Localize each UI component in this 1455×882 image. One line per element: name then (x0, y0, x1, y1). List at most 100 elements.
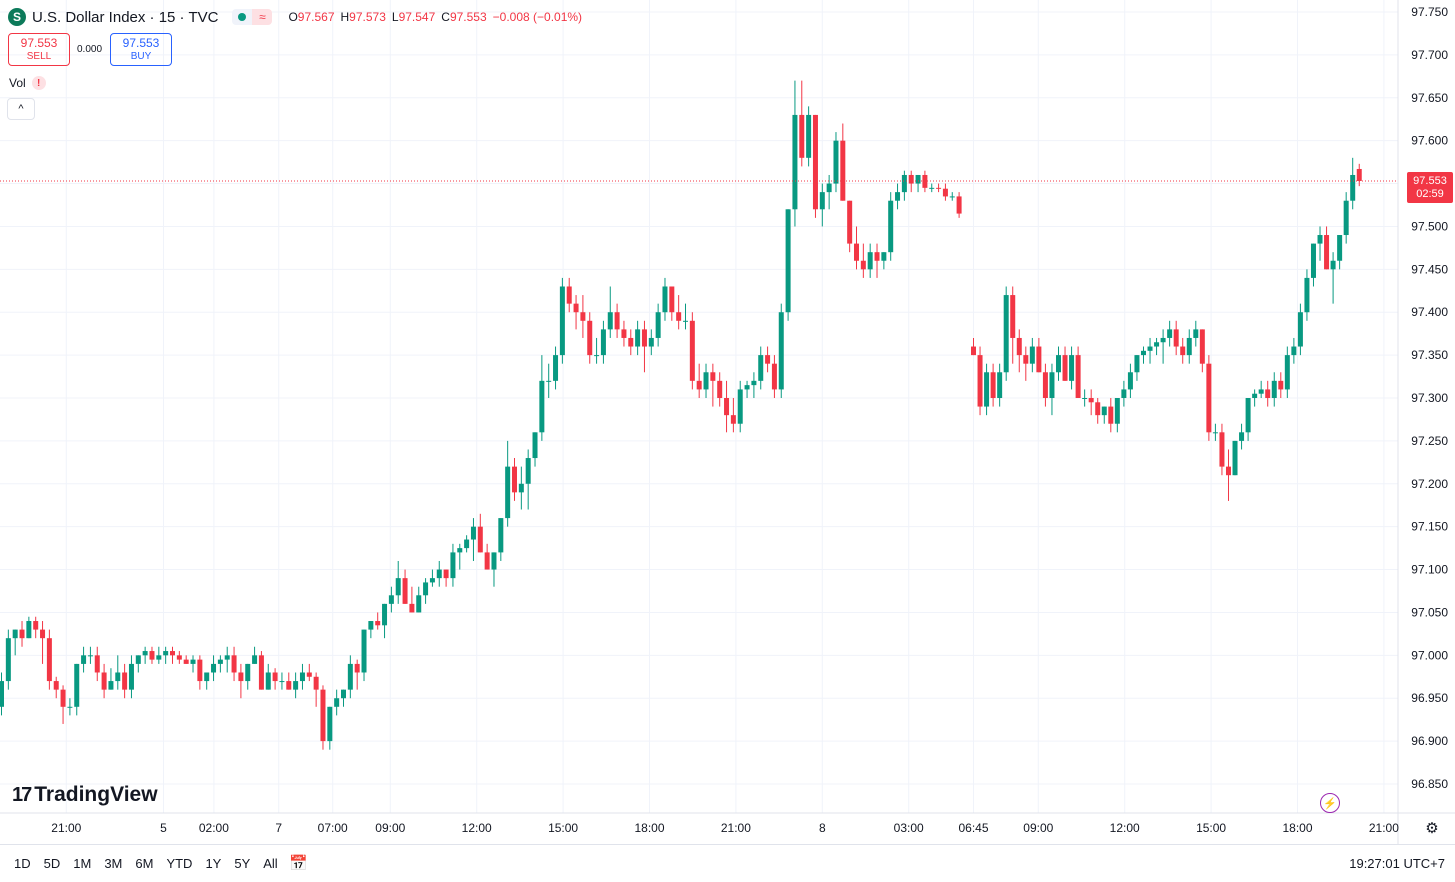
sell-button[interactable]: 97.553 SELL (8, 33, 70, 66)
range-all[interactable]: All (263, 856, 278, 871)
range-5d[interactable]: 5D (43, 856, 61, 871)
logo-mark: 17 (12, 783, 32, 806)
candle-body (299, 672, 305, 682)
time-tick-label: 12:00 (1110, 821, 1140, 835)
buy-button[interactable]: 97.553 BUY (110, 33, 172, 66)
price-tick-label: 97.500 (1411, 219, 1448, 233)
candle-body (1003, 295, 1009, 373)
candle-body (860, 260, 866, 270)
candle-body (539, 380, 545, 433)
candle-body (1304, 277, 1310, 313)
price-tick-label: 96.850 (1411, 777, 1448, 791)
candle-body (1271, 380, 1277, 398)
candle-body (12, 629, 18, 639)
goto-date-icon[interactable]: 📅 (289, 855, 308, 872)
candle (1095, 398, 1101, 424)
candle-body (867, 252, 873, 270)
candle (498, 518, 504, 561)
candle (990, 363, 996, 407)
candle-body (1049, 372, 1055, 398)
candle-body (19, 629, 25, 639)
candle (792, 80, 798, 227)
symbol-title[interactable]: U.S. Dollar Index · 15 · TVC (32, 8, 219, 26)
candle-body (765, 355, 771, 364)
candle-body (1278, 380, 1284, 390)
candle (1324, 226, 1330, 270)
candle-body (662, 286, 668, 313)
candle (895, 183, 901, 210)
candle (245, 663, 251, 690)
candle-body (450, 552, 456, 579)
candle (1219, 423, 1225, 476)
candle (491, 552, 497, 587)
candle (60, 685, 66, 724)
settings-icon[interactable]: ⚙ (1425, 820, 1439, 837)
candle-body (40, 629, 46, 639)
bar-countdown: 02:59 (1416, 187, 1444, 200)
candle-body (245, 663, 251, 682)
candle-body (942, 188, 948, 197)
candle (778, 303, 784, 398)
candle-body (710, 372, 716, 381)
candle-body (163, 651, 169, 656)
candle-body (1036, 346, 1042, 373)
candle (286, 672, 292, 690)
price-tick-label: 97.350 (1411, 348, 1448, 362)
candle-body (819, 192, 825, 210)
candle (929, 183, 935, 193)
candle-body (1055, 355, 1061, 373)
candle-body (737, 389, 743, 424)
candle (971, 337, 976, 356)
candle-body (1088, 398, 1094, 403)
candle (368, 621, 374, 639)
range-1m[interactable]: 1M (73, 856, 92, 871)
market-status[interactable] (232, 9, 253, 25)
lightning-icon[interactable]: ⚡ (1320, 793, 1340, 813)
candle (74, 663, 80, 716)
candle-body (402, 578, 408, 604)
wave-icon[interactable]: ≈ (252, 9, 273, 25)
time-tick-label: 02:00 (199, 821, 229, 835)
clock[interactable]: 19:27:01 UTC+7 (1349, 856, 1445, 871)
warning-icon[interactable]: ! (31, 76, 46, 90)
range-1d[interactable]: 1D (14, 856, 31, 871)
candle-body (799, 114, 805, 158)
candle-body (67, 706, 73, 708)
candle-body (929, 187, 935, 189)
candle (0, 672, 4, 716)
range-5y[interactable]: 5Y (234, 856, 251, 871)
candle-body (211, 663, 217, 673)
range-6m[interactable]: 6M (135, 856, 154, 871)
tradingview-logo[interactable]: 17 TradingView (12, 783, 158, 807)
candle-body (183, 659, 189, 664)
candle (457, 543, 463, 570)
candle-body (416, 595, 422, 613)
candle (1271, 372, 1277, 407)
low-label: L (391, 10, 399, 24)
candle (429, 569, 435, 587)
candle-body (901, 174, 907, 193)
candle-body (81, 655, 87, 664)
candle (696, 363, 702, 398)
candle (1278, 372, 1284, 398)
candle-body (313, 676, 319, 690)
range-3m[interactable]: 3M (104, 856, 123, 871)
chart-header: S U.S. Dollar Index · 15 · TVC ≈ O97.567… (8, 7, 582, 27)
candle (299, 663, 305, 690)
candle (587, 312, 593, 364)
candle (1330, 252, 1336, 304)
candle-body (170, 651, 175, 656)
volume-indicator[interactable]: Vol ! (9, 76, 46, 90)
candle (211, 655, 217, 682)
time-tick-label: 18:00 (1282, 821, 1312, 835)
candle (854, 226, 859, 270)
candle (621, 320, 627, 347)
chevron-up-icon[interactable]: ^ (7, 98, 35, 120)
time-tick-label: 06:45 (958, 821, 988, 835)
candle-body (792, 114, 798, 210)
candle (293, 672, 299, 699)
candle (559, 277, 565, 364)
range-1y[interactable]: 1Y (205, 856, 222, 871)
range-ytd[interactable]: YTD (166, 856, 193, 871)
